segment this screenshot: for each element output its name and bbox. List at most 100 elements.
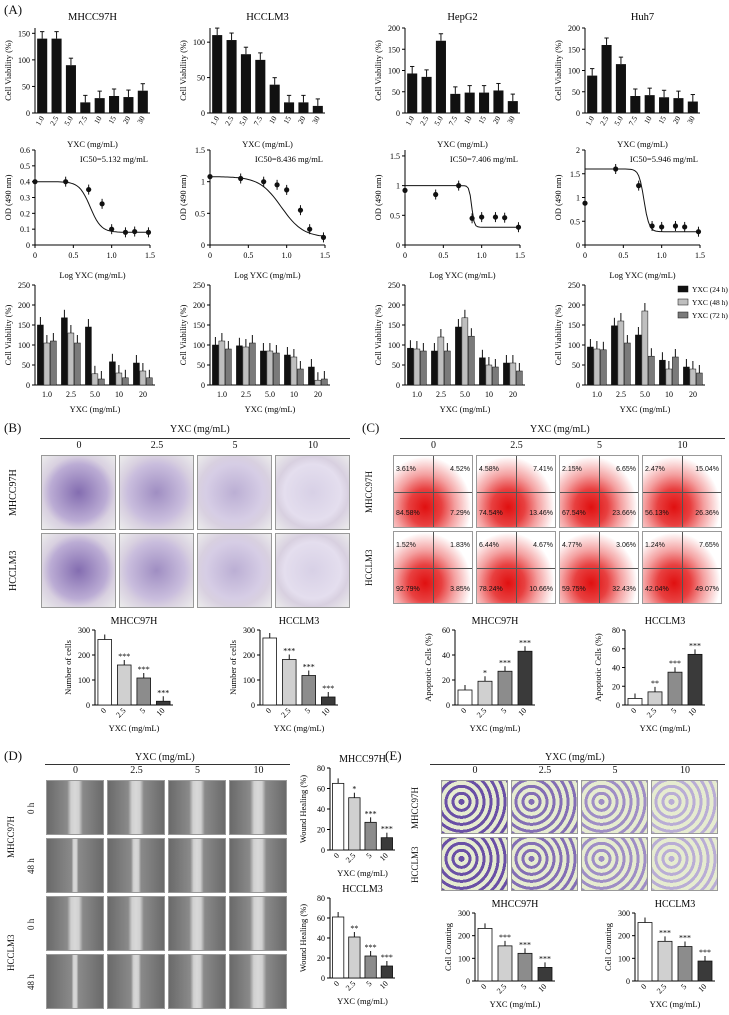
quadrant-ul: 4.77% bbox=[562, 542, 582, 549]
y-tick-label: 0 bbox=[576, 381, 580, 390]
fit-curve bbox=[210, 176, 326, 237]
x-tick-label: 15 bbox=[656, 114, 668, 125]
wound-photo bbox=[46, 896, 104, 951]
x-axis-label: YXC (mg/mL) bbox=[470, 723, 521, 733]
time-label: 48 h bbox=[26, 974, 36, 990]
bar bbox=[517, 650, 533, 706]
bar bbox=[479, 92, 490, 113]
bar bbox=[492, 366, 499, 386]
y-tick-label: 300 bbox=[243, 626, 255, 635]
significance-stars: *** bbox=[381, 953, 393, 962]
x-tick-label: 10 bbox=[290, 390, 298, 399]
x-tick-label: 0 bbox=[332, 851, 341, 860]
y-tick-label: 50 bbox=[392, 88, 400, 97]
bar bbox=[332, 916, 345, 979]
dose-label: 2.5 bbox=[538, 765, 552, 776]
y-axis-label: Cell Viability (%) bbox=[3, 40, 13, 101]
bar bbox=[136, 677, 151, 706]
y-tick-label: 50 bbox=[392, 361, 400, 370]
flow-dotplot: 4.58% 7.41% 74.54% 13.46% bbox=[476, 455, 556, 528]
y-axis-label: Number of cells bbox=[228, 640, 238, 695]
y-tick-label: 0 bbox=[26, 381, 30, 390]
bar bbox=[218, 340, 226, 386]
bar bbox=[37, 38, 48, 113]
bar bbox=[109, 96, 120, 113]
y-axis-label: Cell Counting bbox=[603, 922, 613, 971]
x-tick-label: 0.5 bbox=[243, 251, 253, 260]
quadrant-ur: 15.04% bbox=[695, 466, 719, 473]
bar bbox=[461, 317, 469, 386]
y-tick-label: 0 bbox=[626, 977, 630, 986]
chart-title: HCCLM3 bbox=[645, 616, 686, 627]
bar bbox=[537, 967, 553, 982]
x-tick-label: 10 bbox=[536, 982, 548, 994]
e-transwell-grid: 0 2.5 5 10 MHCC97H HCCLM3 bbox=[400, 765, 729, 895]
x-tick-label: 5 bbox=[364, 851, 373, 860]
chart-title: MHCC97H bbox=[68, 12, 117, 23]
dose-label: 0 bbox=[76, 440, 82, 451]
dose-label: 5 bbox=[232, 440, 238, 451]
wound-photo bbox=[107, 838, 165, 893]
x-tick-label: 20 bbox=[121, 114, 133, 125]
x-axis-label: YXC (mg/mL) bbox=[437, 139, 488, 149]
flow-dotplot: 3.61% 4.52% 84.58% 7.29% bbox=[393, 455, 473, 528]
bar bbox=[37, 324, 44, 386]
x-tick-label: 30 bbox=[310, 114, 322, 125]
significance-stars: *** bbox=[283, 647, 295, 656]
y-axis-label: OD (490 nm) bbox=[373, 174, 383, 220]
y-axis-label: OD (490 nm) bbox=[178, 174, 188, 220]
bar bbox=[109, 361, 116, 386]
bar bbox=[298, 102, 309, 113]
colony-well-photo bbox=[197, 533, 272, 608]
bar bbox=[50, 340, 57, 386]
ic50-annotation: IC50=5.132 mg/mL bbox=[80, 154, 148, 164]
x-tick-label: 10 bbox=[696, 982, 708, 994]
y-tick-label: 0 bbox=[201, 241, 205, 250]
flow-dotplot: 6.44% 4.67% 78.24% 10.66% bbox=[476, 531, 556, 604]
quadrant-v-line bbox=[433, 456, 434, 527]
x-tick-label: 7.5 bbox=[627, 114, 640, 127]
x-tick-label: 2.5 bbox=[48, 114, 61, 127]
colony-well-photo bbox=[41, 533, 116, 608]
x-tick-label: 20 bbox=[689, 390, 697, 399]
dose-label: 10 bbox=[680, 765, 690, 776]
x-tick-label: 0 bbox=[33, 251, 37, 260]
bar bbox=[97, 639, 112, 706]
y-tick-label: 40 bbox=[317, 805, 325, 814]
bar bbox=[687, 653, 703, 706]
dose-label: 5 bbox=[612, 765, 618, 776]
bar bbox=[242, 346, 250, 386]
d-header-rule bbox=[45, 764, 290, 765]
quadrant-ll: 74.54% bbox=[479, 510, 503, 517]
chart-title: HCCLM3 bbox=[655, 899, 696, 910]
quadrant-ll: 56.13% bbox=[645, 510, 669, 517]
row-label: HCCLM3 bbox=[8, 550, 19, 592]
x-tick-label: 2.5 bbox=[495, 982, 508, 995]
quadrant-ll: 67.54% bbox=[562, 510, 586, 517]
y-tick-label: 0.2 bbox=[20, 209, 30, 218]
y-tick-label: 0 bbox=[576, 109, 580, 118]
bar bbox=[601, 45, 612, 113]
bar bbox=[321, 378, 328, 386]
bar bbox=[635, 334, 642, 386]
bar bbox=[659, 97, 670, 113]
quadrant-ul: 2.15% bbox=[562, 466, 582, 473]
transwell-photo bbox=[511, 837, 578, 891]
y-tick-label: 1.5 bbox=[570, 170, 580, 179]
dose-label: 10 bbox=[253, 765, 264, 776]
row-label: HCCLM3 bbox=[6, 934, 16, 972]
y-tick-label: 0 bbox=[201, 109, 205, 118]
y-tick-label: 100 bbox=[618, 954, 630, 963]
bar bbox=[673, 98, 684, 113]
bar bbox=[122, 377, 129, 386]
x-tick-label: 10 bbox=[92, 114, 104, 125]
x-tick-label: 0.5 bbox=[618, 251, 628, 260]
bar bbox=[321, 696, 336, 706]
x-axis-label: YXC (mg/mL) bbox=[242, 139, 293, 149]
y-tick-label: 0 bbox=[466, 977, 470, 986]
y-tick-label: 0.5 bbox=[390, 211, 400, 220]
significance-stars: ** bbox=[350, 924, 358, 933]
wound-photo bbox=[168, 896, 226, 951]
bar bbox=[630, 96, 641, 113]
y-tick-label: 20 bbox=[317, 954, 325, 963]
